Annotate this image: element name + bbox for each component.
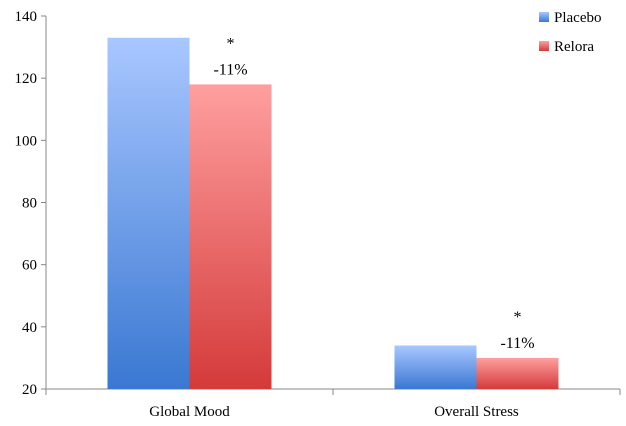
y-tick-label: 120 — [15, 71, 38, 87]
y-tick-label: 140 — [15, 9, 38, 25]
legend: Placebo Relora — [539, 10, 601, 55]
legend-swatch-relora — [539, 41, 549, 51]
significance-marker: * — [227, 35, 235, 52]
legend-label-placebo: Placebo — [554, 10, 601, 26]
bar-placebo-overall-stress — [394, 345, 477, 389]
legend-label-relora: Relora — [554, 39, 594, 55]
x-category-label: Global Mood — [149, 404, 230, 420]
bar-placebo-global-mood — [107, 37, 190, 390]
x-category-label: Overall Stress — [434, 404, 519, 420]
significance-marker: * — [514, 309, 522, 326]
y-tick-label: 80 — [22, 196, 37, 212]
axes: 20 40 60 80 100 120 140 Global Mood Overall Stre… — [15, 9, 621, 420]
y-tick-label: 60 — [22, 258, 37, 274]
percent-change-label: -11% — [213, 61, 247, 78]
bar-relora-overall-stress — [476, 357, 559, 389]
bars — [107, 37, 559, 390]
y-tick-label: 20 — [22, 382, 37, 398]
bar-relora-global-mood — [189, 84, 272, 389]
y-tick-label: 100 — [15, 133, 38, 149]
legend-swatch-placebo — [539, 12, 549, 22]
y-tick-label: 40 — [22, 320, 37, 336]
percent-change-label: -11% — [500, 335, 534, 352]
annotations: * -11% * -11% — [213, 35, 534, 352]
